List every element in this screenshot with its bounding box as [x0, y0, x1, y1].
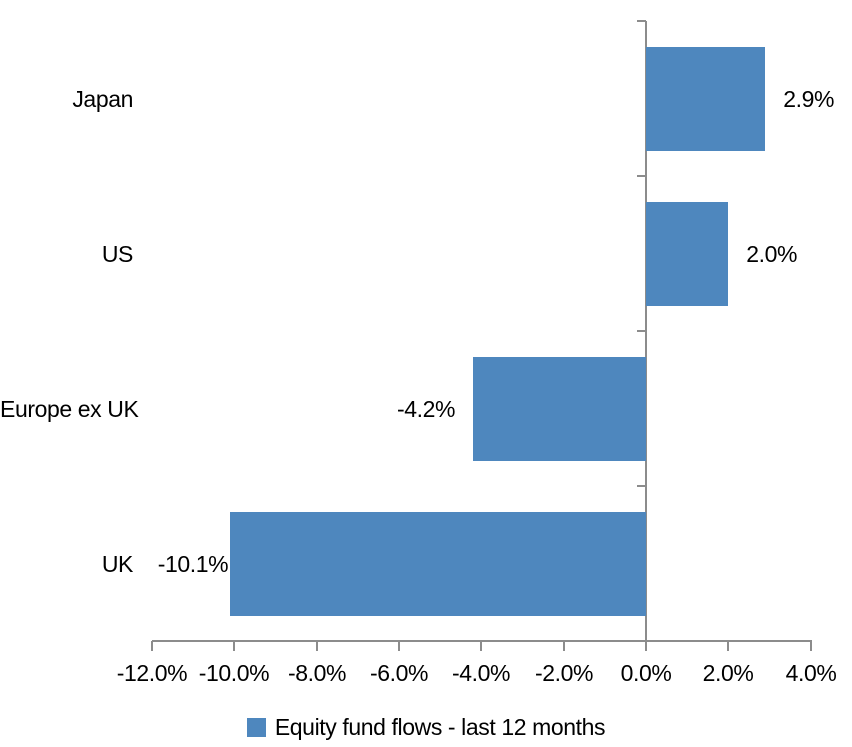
- x-tick-label: -4.0%: [451, 660, 511, 686]
- y-axis-tick: [636, 20, 646, 22]
- y-axis-tick: [636, 175, 646, 177]
- x-tick-label: -8.0%: [287, 660, 347, 686]
- data-label: -4.2%: [396, 395, 456, 422]
- category-label: Europe ex UK: [0, 395, 139, 422]
- bar: [645, 46, 766, 151]
- y-axis-tick: [636, 330, 646, 332]
- x-tick-label: -12.0%: [116, 660, 188, 686]
- bar: [645, 201, 729, 306]
- y-axis-line: [644, 21, 647, 641]
- bar: [230, 511, 646, 616]
- data-label: 2.0%: [746, 240, 798, 267]
- x-axis-tick: [151, 641, 153, 651]
- x-axis-line: [152, 640, 812, 642]
- x-axis-tick: [233, 641, 236, 651]
- legend-label: Equity fund flows - last 12 months: [274, 714, 606, 740]
- category-label: US: [101, 240, 134, 267]
- bar: [473, 356, 646, 461]
- legend-color-swatch: [246, 717, 266, 737]
- data-label: -10.1%: [157, 550, 229, 577]
- y-axis-tick: [636, 485, 646, 487]
- x-axis-tick: [562, 641, 565, 651]
- data-label: 2.9%: [783, 85, 835, 112]
- x-axis-tick: [644, 641, 647, 651]
- x-axis-tick: [480, 641, 483, 651]
- x-tick-label: -10.0%: [198, 660, 270, 686]
- x-axis-tick: [315, 641, 318, 651]
- x-axis-tick: [727, 641, 730, 651]
- x-tick-label: 0.0%: [620, 660, 672, 686]
- x-axis-tick: [809, 641, 812, 651]
- legend: Equity fund flows - last 12 months: [0, 712, 852, 742]
- x-tick-label: 2.0%: [702, 660, 754, 686]
- x-tick-label: 4.0%: [785, 660, 837, 686]
- x-tick-label: -2.0%: [534, 660, 594, 686]
- x-tick-label: -6.0%: [369, 660, 429, 686]
- category-label: Japan: [72, 85, 133, 112]
- category-label: UK: [101, 550, 134, 577]
- x-axis-tick: [397, 641, 400, 651]
